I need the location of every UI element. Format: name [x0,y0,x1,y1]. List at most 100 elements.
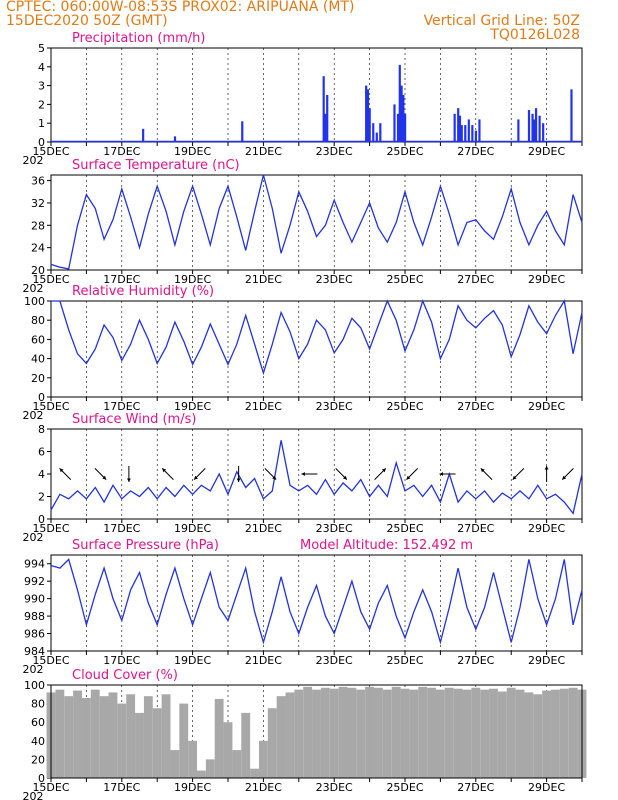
cloud-xtick-label: 27DEC [457,781,494,794]
precip-bar [324,113,327,142]
rh-ytick-label: 20 [31,372,45,385]
cloud-bar [64,696,74,778]
temp-ytick-label: 32 [31,197,45,210]
cloud-bar [170,750,180,778]
wind-ytick-label: 4 [38,468,45,481]
cloud-bar [559,688,569,778]
cloud-bar [232,750,242,778]
wind-arrow-head [194,475,198,480]
precip-ytick-label: 0 [38,136,45,149]
cloud-bar [143,696,153,778]
rh-xtick-label: 17DEC [103,400,140,413]
precip-bar [458,115,462,142]
cloud-xtick-label: 15DEC [32,781,69,794]
cloud-xtick-label: 29DEC [528,781,565,794]
cloud-bar [241,712,251,778]
precip-xtick-label: 23DEC [316,145,353,158]
cloud-bar [453,688,463,778]
cloud-bar [258,740,268,778]
rh-xtick-label: 23DEC [316,400,353,413]
cloud-bar [356,689,366,778]
precip-ytick-label: 3 [38,80,45,93]
precip-bar [366,89,370,142]
wind-arrow-head [562,475,567,480]
cloud-bar [489,688,498,778]
cloud-bar [365,686,375,778]
cloud-bar [568,687,578,778]
cloud-bar [542,690,552,778]
wind-arrow-head [59,468,64,473]
cloud-bar [99,696,109,778]
cloud-bar [524,692,534,778]
rh-series-line [51,299,583,376]
press-ytick-label: 992 [24,575,45,588]
cloud-bar [462,689,472,778]
cloud-title: Cloud Cover (%) [72,668,178,683]
press-ytick-label: 990 [24,593,45,606]
cloud-bar [117,703,127,778]
cloud-ytick-label: 100 [24,679,45,692]
cloud-bar [444,687,454,778]
cloud-xtick-label: 21DEC [245,781,282,794]
wind-arrow-head [544,466,549,470]
precip-bar [527,110,531,142]
press-title: Surface Pressure (hPa) [72,538,219,553]
rh-xtick-label: 27DEC [457,400,494,413]
cloud-bar [73,690,82,778]
precip-bar [404,113,407,142]
cloud-bar [427,687,436,778]
precip-xtick-label: 25DEC [386,145,423,158]
cloud-bar [250,768,259,778]
wind-xtick-label: 17DEC [103,522,140,535]
press-xtick-label: 15DEC [32,654,69,667]
precip-bar [173,136,177,142]
precip-bar [402,95,405,142]
rh-ytick-label: 100 [24,295,45,308]
cloud-bar [303,686,313,778]
press-ytick-label: 988 [24,610,45,623]
cloud-bar [223,722,233,778]
cloud-bar [435,689,445,778]
precip-bar [542,123,545,142]
press-frame [50,554,583,652]
precip-bar [326,95,329,142]
cloud-xtick-label: 25DEC [386,781,423,794]
precip-bar [533,119,536,142]
press-year-label: 202 [23,663,44,676]
wind-xtick-label: 15DEC [32,522,69,535]
precip-bar [375,132,378,142]
wind-arrow-head [480,468,485,473]
cloud-bar [285,692,295,778]
cloud-bar [152,708,162,778]
precip-xtick-label: 21DEC [245,145,282,158]
rh-ytick-label: 40 [31,353,45,366]
precip-bar [517,119,520,142]
cloud-ytick-label: 20 [31,753,45,766]
temp-frame [50,174,583,271]
precip-bar [453,113,456,142]
cloud-xtick-label: 23DEC [316,781,353,794]
precip-bar [531,113,534,142]
cloud-bar [294,689,304,778]
cloud-bar [400,688,410,778]
precip-bar [534,108,538,142]
press-ytick-label: 984 [24,645,45,658]
cloud-bar [55,689,65,778]
temp-xtick-label: 19DEC [174,273,211,286]
cloud-bar [374,687,383,778]
precip-bar [474,130,477,142]
cloud-bar [409,689,419,778]
precip-bar [368,108,371,142]
wind-xtick-label: 25DEC [386,522,423,535]
precip-xtick-label: 19DEC [174,145,211,158]
wind-arrow-head [236,478,241,482]
rh-title: Relative Humidity (%) [72,284,214,299]
precip-bar [400,85,403,142]
rh-year-label: 202 [23,409,44,422]
precip-bar [464,125,467,142]
header-gridline: Vertical Grid Line: 50Z [423,13,580,29]
wind-arrow-head [406,475,411,480]
cloud-bar [205,759,215,778]
temp-year-label: 202 [23,282,44,295]
rh-ytick-label: 0 [38,391,45,404]
